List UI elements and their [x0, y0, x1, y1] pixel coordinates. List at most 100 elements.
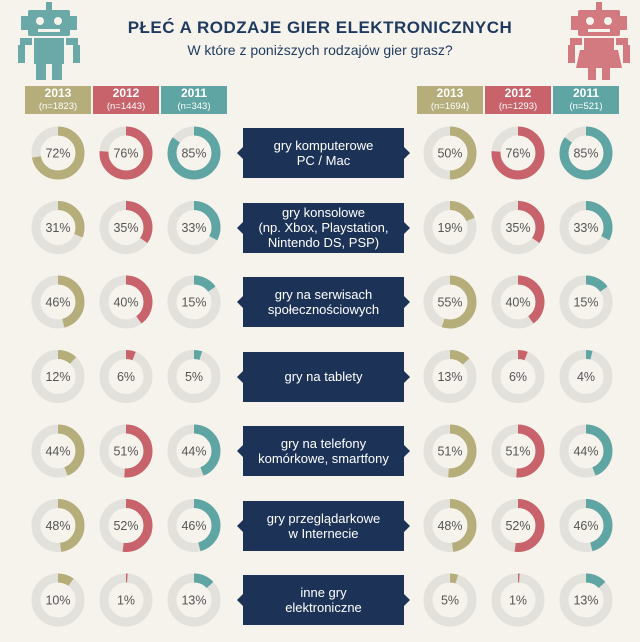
donut-left-2011-row-6: 13%	[167, 573, 221, 627]
donut-right-2011-row-2: 15%	[559, 275, 613, 329]
header-left-2012: 2012 (n=1443)	[93, 86, 159, 114]
donut-arc	[559, 275, 613, 329]
donut-left-2012-row-5: 52%	[99, 499, 153, 552]
donut-right-2013-row-2: 55%	[423, 275, 477, 329]
donut-value-label: 19%	[437, 221, 462, 235]
donut-arc	[167, 499, 221, 552]
donut-value-label: 48%	[437, 519, 462, 533]
donut-value-label: 5%	[185, 370, 203, 384]
donut-right-2012-row-0: 76%	[491, 126, 545, 180]
donut-value-label: 51%	[505, 445, 530, 459]
donut-arc	[31, 499, 85, 552]
donut-value-label: 46%	[181, 519, 206, 533]
header-right-2011: 2011 (n=521)	[553, 86, 619, 114]
sample-size: (n=1443)	[106, 101, 146, 112]
donut-arc	[491, 275, 545, 329]
arrow-left-icon	[237, 594, 243, 606]
arrow-left-icon	[237, 370, 243, 383]
donut-arc	[423, 573, 477, 627]
donut-right-2011-row-0: 85%	[559, 126, 613, 180]
donut-left-2012-row-4: 51%	[99, 424, 153, 478]
donut-arc	[31, 275, 85, 329]
donut-value-label: 33%	[573, 221, 598, 235]
donut-right-2011-row-4: 44%	[559, 424, 613, 478]
arrow-left-icon	[237, 147, 243, 159]
donut-right-2012-row-3: 6%	[491, 350, 545, 403]
donut-arc	[99, 350, 153, 403]
category-label: inne gry elektroniczne	[237, 575, 410, 625]
donut-value-label: 48%	[45, 519, 70, 533]
donut-arc	[491, 499, 545, 552]
arrow-right-icon	[404, 445, 410, 457]
year-label: 2012	[112, 86, 140, 100]
sample-size: (n=1823)	[38, 101, 78, 112]
donut-value-label: 15%	[573, 296, 598, 310]
donut-left-2011-row-4: 44%	[167, 424, 221, 478]
arrow-left-icon	[237, 296, 243, 308]
donut-left-2012-row-6: 1%	[99, 573, 153, 627]
donut-right-2013-row-6: 5%	[423, 573, 477, 627]
arrow-left-icon	[237, 519, 243, 532]
arrow-right-icon	[404, 370, 410, 383]
arrow-left-icon	[237, 221, 243, 234]
year-label: 2013	[436, 86, 464, 100]
donut-arc	[559, 424, 613, 478]
donut-arc	[423, 275, 477, 329]
donut-value-label: 52%	[113, 519, 138, 533]
arrow-right-icon	[404, 147, 410, 159]
year-label: 2012	[504, 86, 532, 100]
donut-value-label: 85%	[573, 147, 598, 161]
donut-value-label: 13%	[181, 594, 206, 608]
header-left-2011: 2011 (n=343)	[161, 86, 227, 114]
donut-value-label: 5%	[441, 594, 459, 608]
donut-value-label: 1%	[117, 594, 135, 608]
donut-arc	[31, 350, 85, 403]
donut-left-2012-row-3: 6%	[99, 350, 153, 403]
donut-value-label: 15%	[181, 296, 206, 310]
donut-value-label: 76%	[505, 147, 530, 161]
category-label-text: gry na telefony komórkowe, smartfony	[258, 436, 389, 466]
donut-value-label: 12%	[45, 370, 70, 384]
donut-arc	[559, 499, 613, 552]
category-label: gry komputerowe PC / Mac	[237, 128, 410, 178]
donut-right-2013-row-1: 19%	[423, 201, 477, 254]
sample-size: (n=1293)	[498, 101, 538, 112]
donut-arc	[99, 573, 153, 627]
donut-value-label: 46%	[45, 296, 70, 310]
arrow-right-icon	[404, 519, 410, 532]
sample-size: (n=343)	[177, 101, 211, 112]
page-title: PŁEĆ A RODZAJE GIER ELEKTRONICZNYCH	[127, 18, 513, 37]
category-label-text: gry na serwisach społecznościowych	[267, 287, 380, 317]
donut-arc	[423, 424, 477, 478]
donut-value-label: 6%	[117, 370, 135, 384]
donut-arc	[423, 201, 477, 254]
donut-value-label: 40%	[113, 296, 138, 310]
donut-value-label: 85%	[181, 147, 206, 161]
donut-left-2013-row-6: 10%	[31, 573, 85, 627]
donut-value-label: 33%	[181, 221, 206, 235]
donut-arc	[491, 350, 545, 403]
donut-arc	[31, 424, 85, 478]
donut-value-label: 51%	[113, 445, 138, 459]
donut-arc	[31, 573, 85, 627]
donut-right-2012-row-1: 35%	[491, 201, 545, 254]
donut-right-2013-row-4: 51%	[423, 424, 477, 478]
donut-arc	[31, 126, 85, 180]
year-label: 2013	[44, 86, 72, 100]
donut-value-label: 55%	[437, 296, 462, 310]
donut-arc	[167, 275, 221, 329]
donut-left-2011-row-0: 85%	[167, 126, 221, 180]
donut-left-2011-row-1: 33%	[167, 201, 221, 254]
donut-value-label: 13%	[573, 594, 598, 608]
donut-arc	[423, 350, 477, 403]
donut-arc	[491, 573, 545, 627]
donut-value-label: 51%	[437, 445, 462, 459]
arrow-left-icon	[237, 445, 243, 457]
donut-arc	[559, 573, 613, 627]
donut-arc	[167, 573, 221, 627]
sample-size: (n=521)	[569, 101, 603, 112]
donut-arc	[423, 126, 477, 180]
female-robot-icon	[568, 2, 630, 80]
arrow-right-icon	[404, 594, 410, 606]
